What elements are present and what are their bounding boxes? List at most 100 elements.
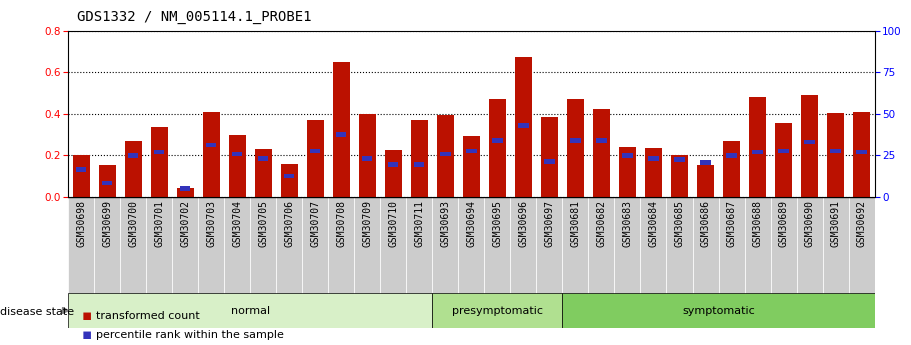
Bar (411, 120, 428, 197)
Bar (406, 197, 433, 297)
Bar (172, 197, 199, 297)
Bar (562, 293, 875, 328)
Bar (804, 139, 814, 144)
Text: GSM30695: GSM30695 (493, 200, 503, 247)
Bar (206, 142, 217, 147)
Bar (827, 113, 844, 197)
Bar (354, 197, 381, 297)
Bar (848, 197, 875, 297)
Bar (276, 197, 302, 297)
Bar (68, 293, 433, 328)
Bar (649, 156, 659, 161)
Text: GSM30701: GSM30701 (154, 200, 164, 247)
Bar (752, 150, 763, 155)
Bar (701, 160, 711, 165)
Bar (570, 138, 580, 143)
Text: GSM30681: GSM30681 (570, 200, 580, 247)
Text: GSM30703: GSM30703 (207, 200, 217, 247)
Bar (640, 197, 667, 297)
Bar (333, 62, 350, 197)
Bar (255, 149, 271, 197)
Bar (692, 197, 719, 297)
Text: GSM30710: GSM30710 (388, 200, 398, 247)
Text: percentile rank within the sample: percentile rank within the sample (96, 330, 283, 339)
Bar (744, 197, 771, 297)
Bar (203, 112, 220, 197)
Text: GSM30697: GSM30697 (545, 200, 555, 247)
Bar (489, 99, 506, 197)
Bar (537, 197, 562, 297)
Bar (515, 57, 532, 197)
Bar (154, 150, 164, 155)
Bar (363, 156, 373, 161)
Text: GSM30698: GSM30698 (77, 200, 87, 247)
Bar (853, 112, 870, 197)
Bar (510, 197, 537, 297)
Bar (99, 165, 116, 197)
Bar (151, 127, 168, 197)
Text: GSM30704: GSM30704 (232, 200, 242, 247)
Bar (697, 165, 714, 197)
Bar (622, 153, 632, 158)
Text: GSM30687: GSM30687 (726, 200, 736, 247)
Bar (177, 188, 194, 197)
Bar (796, 197, 823, 297)
Bar (589, 197, 615, 297)
Bar (147, 197, 172, 297)
Bar (562, 197, 589, 297)
Bar (723, 141, 740, 197)
Bar (458, 197, 485, 297)
Bar (667, 197, 692, 297)
Bar (492, 138, 503, 143)
Bar (388, 162, 398, 167)
Bar (775, 123, 792, 197)
Bar (232, 152, 242, 157)
Bar (674, 157, 684, 162)
Bar (284, 174, 294, 178)
Text: GSM30702: GSM30702 (180, 200, 190, 247)
Bar (229, 135, 246, 197)
Bar (336, 132, 346, 137)
Bar (779, 149, 789, 154)
Bar (433, 293, 562, 328)
Text: ▪: ▪ (82, 308, 92, 323)
Bar (73, 155, 90, 197)
Bar (128, 153, 138, 158)
Bar (385, 150, 402, 197)
Text: GSM30693: GSM30693 (440, 200, 450, 247)
Bar (224, 197, 251, 297)
Text: normal: normal (230, 306, 270, 315)
Bar (597, 138, 607, 143)
Bar (307, 120, 323, 197)
Text: GSM30696: GSM30696 (518, 200, 528, 247)
Text: GSM30709: GSM30709 (363, 200, 373, 247)
Bar (125, 141, 142, 197)
Bar (77, 167, 87, 172)
Bar (518, 123, 528, 128)
Bar (801, 95, 818, 197)
Bar (726, 153, 737, 158)
Text: GSM30699: GSM30699 (102, 200, 112, 247)
Bar (328, 197, 354, 297)
Bar (856, 150, 866, 155)
Bar (831, 149, 841, 154)
Bar (823, 197, 848, 297)
Bar (359, 114, 376, 197)
Bar (485, 197, 510, 297)
Bar (415, 162, 425, 167)
Bar (251, 197, 276, 297)
Bar (68, 197, 95, 297)
Bar (259, 156, 269, 161)
Bar (463, 136, 480, 197)
Bar (541, 117, 558, 197)
Text: GSM30688: GSM30688 (752, 200, 763, 247)
Text: GSM30707: GSM30707 (311, 200, 321, 247)
Bar (671, 155, 688, 197)
Text: GSM30705: GSM30705 (259, 200, 269, 247)
Bar (466, 149, 476, 154)
Text: ▪: ▪ (82, 327, 92, 342)
Bar (302, 197, 328, 297)
Text: GSM30685: GSM30685 (674, 200, 684, 247)
Text: GSM30694: GSM30694 (466, 200, 476, 247)
Bar (545, 159, 555, 164)
